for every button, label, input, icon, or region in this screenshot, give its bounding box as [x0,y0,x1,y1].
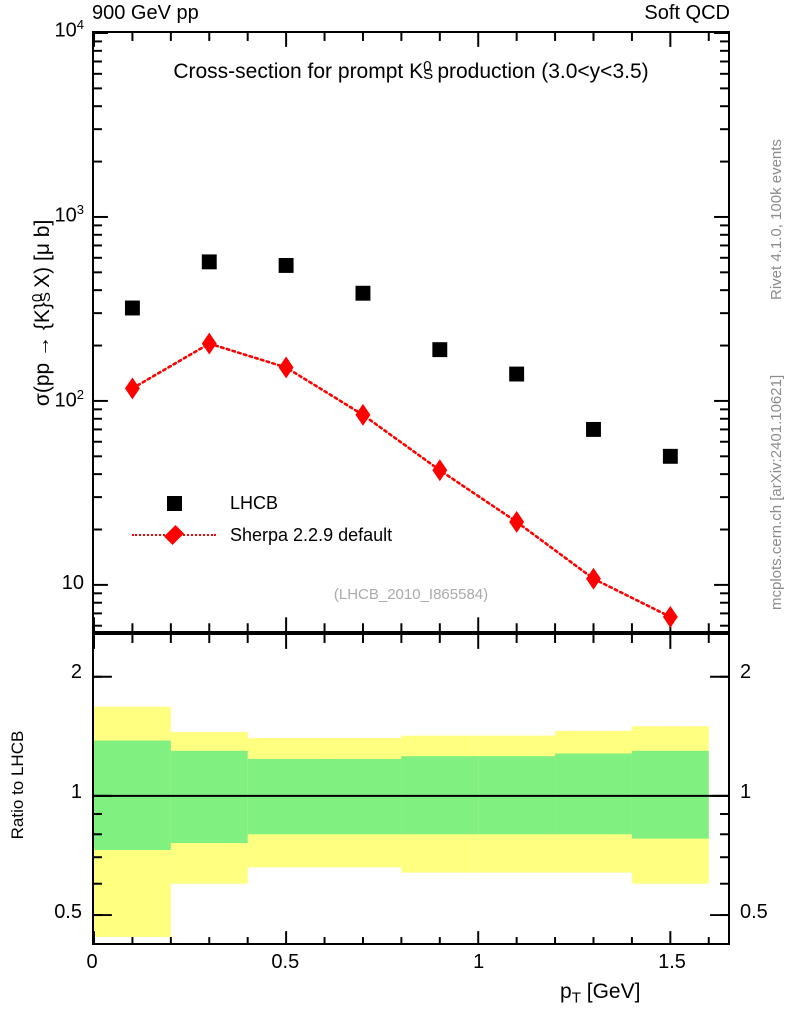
plot-title-subscript: S [423,66,434,84]
plot-title-superscript: 0 [423,58,432,75]
legend-label-sherpa: Sherpa 2.2.9 default [230,524,393,545]
legend-item-lhcb[interactable]: LHCB [126,487,392,519]
legend-label-lhcb: LHCB [230,492,279,513]
x-ticklabel: 0.5 [271,951,300,973]
header-right-label: Soft QCD [644,2,730,24]
data-point-lhcb [201,254,217,270]
ratio-inner-band-bin [555,753,632,835]
x-axis-label: pT [GeV] [560,980,640,1007]
data-point-sherpa [662,605,678,628]
rivet-version-caption: Rivet 4.1.0, 100k events [768,139,785,300]
y-axis-label-main: σ(pp → {K}0 S X) [μ b] [29,23,55,603]
data-point-sherpa [278,356,294,379]
y-ticklabel-main: 104 [54,17,84,42]
data-point-lhcb [662,448,678,464]
data-point-sherpa [355,403,371,426]
data-point-lhcb [355,285,371,301]
x-ticklabel: 0 [86,951,98,973]
ratio-ticklabel-right: 0.5 [740,900,768,923]
ratio-ticklabel-right: 1 [740,780,752,803]
ratio-inner-band-bin [170,750,248,844]
ratio-ticklabel-left: 0.5 [54,900,82,923]
ylabel-part-d: X) [μ b] [30,219,54,294]
data-point-sherpa [124,377,140,400]
ylabel-subscript: S [37,291,55,303]
ylabel-arrow: → [30,330,54,363]
analysis-watermark: (LHCB_2010_I865584) [333,586,489,603]
ylabel-part-c: {K} [30,302,54,331]
series-line-1 [131,342,672,619]
data-point-sherpa [201,332,217,355]
data-point-sherpa [432,459,448,482]
data-point-lhcb [278,258,294,273]
plot-title-post: production (3.0<y<3.5) [431,59,649,83]
legend-key-square-icon [126,493,222,513]
data-point-lhcb [124,300,140,316]
ratio-ticklabel-left: 1 [70,780,82,803]
xlabel-unit: [GeV] [580,980,641,1003]
mcplots-source-caption: mcplots.cern.ch [arXiv:2401.10621] [768,374,785,610]
main-plot-panel [92,31,730,633]
y-ticklabel-main: 103 [54,202,84,227]
x-ticklabel: 1 [473,951,485,973]
ratio-inner-band-bin [631,750,709,839]
data-point-lhcb [432,342,448,358]
data-point-sherpa [509,510,525,533]
header-left-label: 900 GeV pp [92,2,199,24]
data-point-lhcb [586,421,601,437]
legend-key-diamond-icon [126,525,222,545]
x-ticklabel: 1.5 [658,951,686,973]
y-ticklabel-main: 10 [61,572,84,595]
main-plot-canvas [94,33,728,632]
xlabel-subscript: T [571,989,581,1007]
xlabel-symbol: p [560,980,572,1003]
ratio-plot-canvas [94,635,728,946]
legend-item-sherpa[interactable]: Sherpa 2.2.9 default [126,519,392,551]
plot-title: Cross-section for prompt K0 S production … [92,58,730,84]
legend: LHCB Sherpa 2.2.9 default [126,487,392,551]
ratio-plot-panel [92,633,730,946]
data-point-lhcb [509,366,525,382]
ratio-ticklabel-right: 2 [740,661,752,684]
ratio-ticklabel-left: 2 [70,661,82,684]
y-ticklabel-main: 102 [54,387,84,412]
plot-title-pre: Cross-section for prompt K [173,59,424,83]
